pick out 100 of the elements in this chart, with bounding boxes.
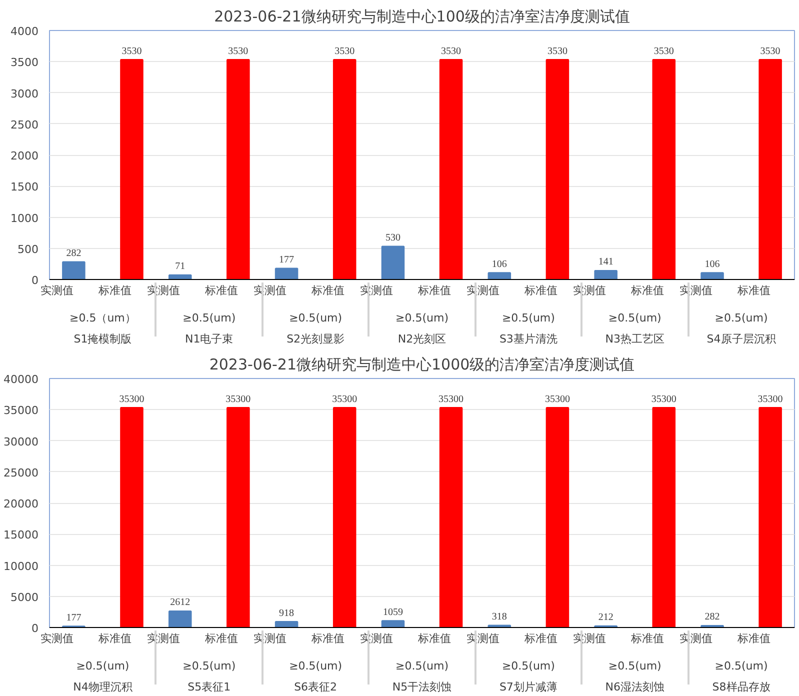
bar <box>226 407 250 628</box>
series-label: 标准值 <box>98 284 132 297</box>
text: ≥0.5(um) <box>608 312 662 324</box>
bar <box>120 407 144 628</box>
y-tick-label: 35000 <box>4 404 39 418</box>
bar <box>439 407 463 628</box>
text: 标准值 <box>737 632 770 645</box>
bar <box>381 246 405 280</box>
bar <box>652 407 676 628</box>
text: 标准值 <box>418 632 452 645</box>
data-label: 141 <box>598 256 614 268</box>
bar <box>332 59 356 280</box>
text: ≥0.5(um) <box>289 660 342 672</box>
text: ≥0.5(um) <box>714 660 768 672</box>
data-label: 1059 <box>382 606 403 618</box>
y-tick-label: 30000 <box>4 435 39 448</box>
text: ≥0.5(um) <box>714 312 768 324</box>
series-label: 标准值 <box>98 632 132 645</box>
bar <box>546 407 570 628</box>
data-label: 35300 <box>651 394 676 405</box>
data-label: 35300 <box>438 394 464 405</box>
data-label: 177 <box>66 612 82 624</box>
text: 标准值 <box>524 284 558 297</box>
x-tick-label: S5表征1 <box>188 680 231 694</box>
bar <box>758 407 782 628</box>
text: ≥0.5(um) <box>608 660 662 672</box>
bar <box>274 268 298 280</box>
x-tick-label: S1掩模制版 <box>74 332 132 346</box>
y-tick-label: 40000 <box>4 373 39 386</box>
bar <box>700 272 724 280</box>
series-label: 实测值 <box>40 284 74 297</box>
bar <box>332 407 356 628</box>
bar <box>381 620 405 628</box>
x-tick-label: N5干法刻蚀 <box>392 680 452 694</box>
bar <box>120 59 144 280</box>
data-label: 3530 <box>760 46 780 57</box>
y-tick-label: 5000 <box>10 590 39 604</box>
bar <box>62 261 86 280</box>
y-tick-label: 4000 <box>10 25 39 38</box>
text: ≥0.5（um） <box>70 312 136 324</box>
y-tick-label: 15000 <box>4 528 39 542</box>
series-label: 实测值 <box>40 632 74 645</box>
text: ≥0.5(um) <box>502 312 555 324</box>
y-tick-label: 500 <box>18 242 39 256</box>
chart-title: 2023-06-21微纳研究与制造中心100级的洁净室洁净度测试值 <box>214 8 630 26</box>
data-label: 3530 <box>654 46 674 57</box>
bar <box>594 270 618 280</box>
data-label: 212 <box>598 612 614 624</box>
data-label: 530 <box>385 232 400 244</box>
y-tick-label: 3000 <box>10 87 39 100</box>
data-label: 318 <box>492 612 507 623</box>
text: 标准值 <box>312 632 345 645</box>
text: 标准值 <box>418 284 452 297</box>
text: ≥0.5(um) <box>289 312 342 324</box>
bar <box>546 59 570 280</box>
data-label: 35300 <box>226 394 251 405</box>
x-tick-label: S4原子层沉积 <box>706 332 776 346</box>
data-label: 282 <box>66 248 82 259</box>
text: ≥0.5(um) <box>396 312 448 324</box>
data-label: 3530 <box>441 46 462 57</box>
x-tick-label: N3热工艺区 <box>605 332 664 346</box>
y-tick-label: 1500 <box>10 180 39 194</box>
data-label: 35300 <box>332 394 358 405</box>
text: ≥0.5(um) <box>76 660 130 672</box>
text: 标准值 <box>524 632 558 645</box>
y-tick-label: 20000 <box>4 498 39 510</box>
x-tick-label: N4物理沉积 <box>73 680 132 694</box>
data-label: 3530 <box>547 46 568 57</box>
data-label: 177 <box>279 254 294 266</box>
bar <box>758 59 782 280</box>
data-label: 2612 <box>170 597 190 608</box>
chart-title: 2023-06-21微纳研究与制造中心1000级的洁净室洁净度测试值 <box>209 356 635 374</box>
y-tick-label: 0 <box>32 622 38 635</box>
data-label: 106 <box>704 258 720 270</box>
data-label: 71 <box>175 261 186 272</box>
text: ≥0.5(um) <box>502 660 555 672</box>
bar <box>488 272 512 280</box>
x-tick-label: S8样品存放 <box>712 680 770 694</box>
y-tick-label: 3500 <box>10 56 39 70</box>
y-tick-label: 2500 <box>10 118 39 132</box>
x-tick-label: N6湿法刻蚀 <box>605 680 664 694</box>
y-tick-label: 0 <box>32 274 38 287</box>
x-tick-label: N1电子束 <box>185 332 234 346</box>
data-label: 3530 <box>334 46 355 57</box>
bar <box>439 59 463 280</box>
text: 标准值 <box>630 632 664 645</box>
y-tick-label: 25000 <box>4 466 39 480</box>
data-label: 282 <box>704 612 720 623</box>
text: 标准值 <box>737 284 770 297</box>
text: ≥0.5(um) <box>182 312 236 324</box>
data-label: 3530 <box>122 46 142 57</box>
text: ≥0.5(um) <box>182 660 236 672</box>
text: 标准值 <box>630 284 664 297</box>
data-label: 918 <box>279 608 294 619</box>
text: ≥0.5(um) <box>396 660 448 672</box>
bar <box>168 610 192 628</box>
x-tick-label: S6表征2 <box>294 680 338 694</box>
y-tick-label: 1000 <box>10 212 39 225</box>
data-label: 35300 <box>758 394 783 405</box>
y-tick-label: 10000 <box>4 560 39 573</box>
